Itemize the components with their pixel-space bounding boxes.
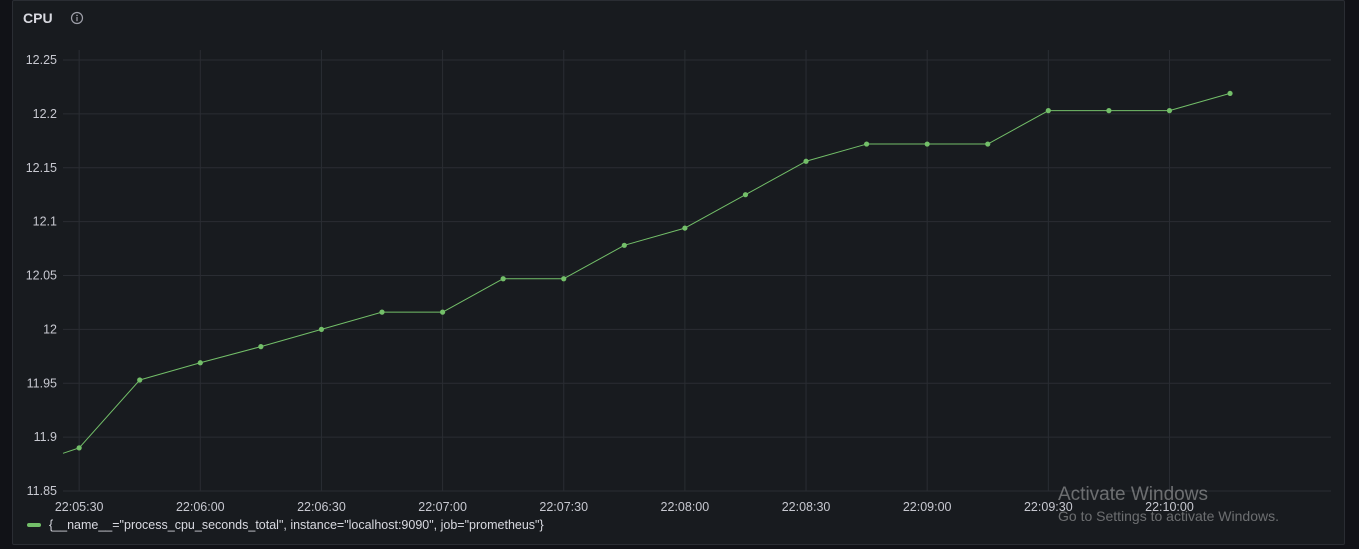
y-tick-label: 12.05 bbox=[26, 269, 57, 283]
data-point bbox=[258, 344, 264, 350]
y-tick-label: 11.85 bbox=[27, 484, 57, 498]
data-point bbox=[379, 309, 385, 315]
data-point bbox=[621, 242, 627, 248]
cpu-panel: CPU 11.85 11.9 11.95 12 12.05 12.1 12.15 12.2 12… bbox=[12, 0, 1345, 545]
data-point bbox=[439, 309, 446, 315]
y-tick-label: 12.25 bbox=[26, 53, 57, 67]
x-tick-label: 22:10:00 bbox=[1145, 500, 1194, 514]
x-tick-label: 22:06:00 bbox=[176, 500, 225, 514]
y-tick-label: 12.15 bbox=[26, 161, 57, 175]
x-tick-label: 22:06:30 bbox=[297, 500, 346, 514]
data-point bbox=[1045, 108, 1051, 114]
x-tick-label: 22:05:30 bbox=[55, 500, 104, 514]
data-point bbox=[1166, 108, 1173, 114]
legend-label[interactable]: {__name__="process_cpu_seconds_total", i… bbox=[49, 518, 544, 532]
y-tick-label: 11.95 bbox=[27, 376, 57, 390]
data-point bbox=[742, 192, 749, 198]
data-point bbox=[137, 377, 143, 383]
data-point bbox=[803, 158, 809, 164]
info-icon[interactable] bbox=[70, 11, 84, 25]
data-point bbox=[76, 445, 82, 451]
watermark-title: Activate Windows bbox=[1058, 484, 1208, 505]
legend[interactable]: {__name__="process_cpu_seconds_total", i… bbox=[27, 518, 544, 532]
data-point bbox=[924, 141, 930, 147]
data-point bbox=[500, 276, 506, 282]
data-point bbox=[682, 225, 688, 231]
data-point bbox=[864, 141, 870, 147]
y-tick-label: 12.1 bbox=[33, 215, 57, 229]
series-line bbox=[62, 92, 1231, 454]
x-tick-label: 22:07:00 bbox=[418, 500, 467, 514]
x-tick-label: 22:08:00 bbox=[661, 500, 710, 514]
data-point bbox=[197, 360, 203, 366]
x-tick-label: 22:08:30 bbox=[782, 500, 831, 514]
data-point bbox=[318, 326, 325, 332]
legend-swatch bbox=[27, 523, 41, 527]
x-tick-label: 22:09:30 bbox=[1024, 500, 1073, 514]
chart-area[interactable]: 11.85 11.9 11.95 12 12.05 12.1 12.15 12.2 12.25 2… bbox=[13, 1, 1346, 546]
y-tick-label: 12.2 bbox=[33, 107, 57, 121]
panel-title: CPU bbox=[23, 10, 53, 26]
watermark-subtitle: Go to Settings to activate Windows. bbox=[1058, 508, 1279, 524]
data-point bbox=[561, 276, 567, 282]
data-point bbox=[1227, 90, 1233, 97]
data-point bbox=[985, 141, 991, 147]
data-point bbox=[1106, 108, 1112, 114]
x-tick-label: 22:09:00 bbox=[903, 500, 952, 514]
activate-windows-watermark: Activate Windows Go to Settings to activ… bbox=[1058, 484, 1279, 524]
y-tick-label: 11.9 bbox=[34, 430, 57, 444]
x-tick-label: 22:07:30 bbox=[539, 500, 588, 514]
y-tick-label: 12 bbox=[43, 322, 57, 336]
